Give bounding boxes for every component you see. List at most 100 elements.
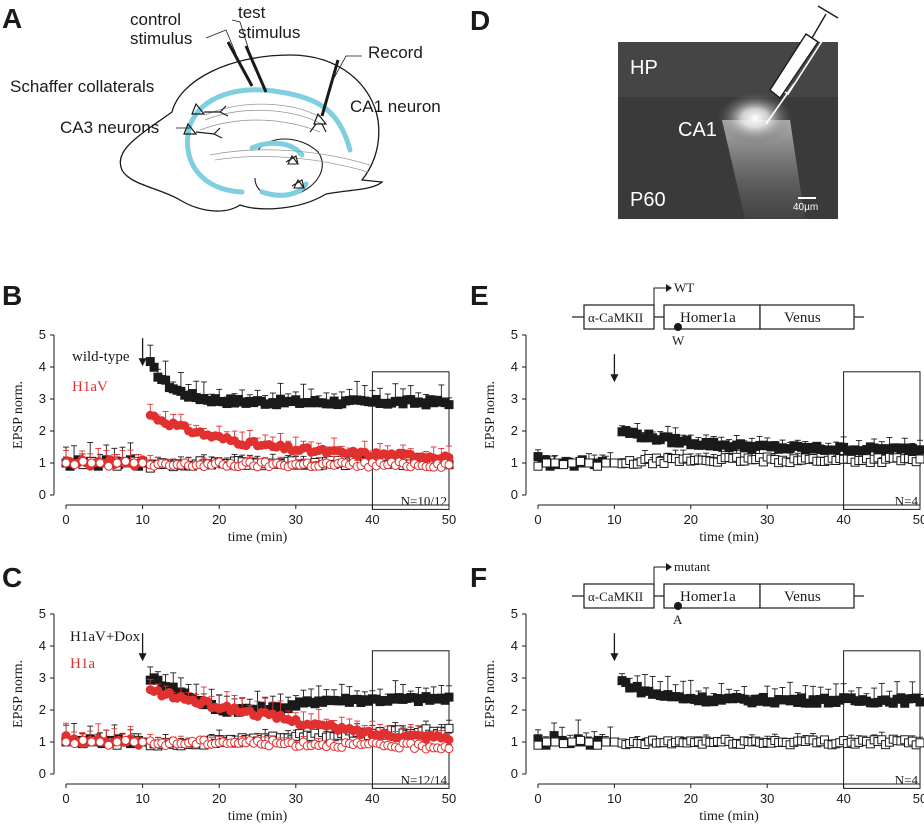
chart-e-point bbox=[592, 461, 602, 471]
chart-c-point bbox=[104, 740, 114, 750]
chart-f-analysis-window bbox=[843, 650, 921, 789]
chart-e-analysis-window bbox=[843, 371, 921, 510]
chart-f-y-tick-label: 4 bbox=[511, 638, 518, 653]
chart-c-point bbox=[78, 735, 88, 745]
construct-f-tag: Venus bbox=[784, 589, 821, 605]
chart-e-x-tick-label: 30 bbox=[760, 512, 774, 527]
chart-c-point bbox=[138, 737, 148, 747]
test-electrode bbox=[244, 45, 268, 93]
chart-b-analysis-window bbox=[371, 371, 450, 510]
micrograph-age-label: P60 bbox=[630, 189, 666, 211]
chart-c-series bbox=[61, 733, 454, 754]
chart-b-x-tick-label: 0 bbox=[62, 512, 69, 527]
chart-e-x-tick-label: 20 bbox=[684, 512, 698, 527]
construct-f-mutation-label: A bbox=[673, 612, 683, 627]
chart-c-point bbox=[444, 744, 454, 754]
panel-label-d: D bbox=[470, 5, 490, 36]
record-electrode bbox=[320, 59, 340, 117]
panel-label-c: C bbox=[2, 562, 22, 593]
construct-f-mutation-dot bbox=[674, 602, 682, 610]
ca-pyramidal-layer bbox=[184, 87, 353, 195]
control-electrode bbox=[226, 41, 254, 87]
construct-e-transcription-arrow bbox=[653, 287, 666, 305]
chart-f-x-tick-label: 20 bbox=[684, 791, 698, 806]
chart-f-point bbox=[550, 737, 560, 747]
chart-b-point bbox=[70, 460, 80, 470]
chart-e-point bbox=[915, 445, 924, 455]
chart-c-point bbox=[444, 723, 454, 733]
chart-f-y-label: EPSP norm. bbox=[483, 660, 498, 728]
chart-c-y-tick-label: 4 bbox=[39, 638, 46, 653]
chart-f-series bbox=[533, 731, 924, 750]
construct-e-site-label: WT bbox=[674, 280, 694, 295]
chart-b-point bbox=[87, 458, 97, 468]
dentate-neuron-1 bbox=[285, 154, 300, 165]
chart-c-x-tick-label: 0 bbox=[62, 791, 69, 806]
chart-e-y-tick-label: 1 bbox=[511, 455, 518, 470]
chart-f-point bbox=[567, 737, 577, 747]
construct-e-mutation-label: W bbox=[672, 333, 685, 348]
chart-c-point bbox=[70, 739, 80, 749]
chart-f-point bbox=[915, 697, 924, 707]
chart-c-y-tick-label: 3 bbox=[39, 670, 46, 685]
chart-e-y-tick-label: 3 bbox=[511, 391, 518, 406]
construct-f-gene: Homer1a bbox=[680, 589, 736, 605]
chart-f-y-tick-label: 1 bbox=[511, 734, 518, 749]
chart-f-point bbox=[601, 737, 611, 747]
record-leader bbox=[333, 55, 362, 79]
chart-b-point bbox=[112, 458, 122, 468]
chart-c-x-tick-label: 30 bbox=[289, 791, 303, 806]
chart-e-y-tick-label: 5 bbox=[511, 327, 518, 342]
chart-b-point bbox=[161, 375, 171, 385]
chart-e-x-tick-label: 0 bbox=[534, 512, 541, 527]
chart-b-x-tick-label: 20 bbox=[212, 512, 226, 527]
chart-e-point bbox=[550, 458, 560, 468]
chart-e-y-tick-label: 2 bbox=[511, 423, 518, 438]
chart-b-y-tick-label: 0 bbox=[39, 487, 46, 502]
chart-f-point bbox=[592, 740, 602, 750]
control-stimulus-label-2: stimulus bbox=[130, 29, 192, 48]
chart-f-x-tick-label: 30 bbox=[760, 791, 774, 806]
chart-c-point bbox=[444, 735, 454, 745]
chart-b-y-tick-label: 1 bbox=[39, 455, 46, 470]
chart-e-y-tick-label: 4 bbox=[511, 359, 518, 374]
ca1-neuron-label: CA1 neuron bbox=[350, 97, 441, 116]
chart-b-point bbox=[121, 456, 131, 466]
micrograph-ca1-label: CA1 bbox=[678, 119, 717, 141]
chart-b-point bbox=[78, 456, 88, 466]
chart-f-x-tick-label: 0 bbox=[534, 791, 541, 806]
chart-c-y-tick-label: 1 bbox=[39, 734, 46, 749]
chart-c-y-tick-label: 2 bbox=[39, 702, 46, 717]
chart-b-y-tick-label: 3 bbox=[39, 391, 46, 406]
test-leader bbox=[231, 19, 253, 61]
dendrite-field bbox=[722, 120, 805, 219]
chart-e-point bbox=[601, 458, 611, 468]
chart-c-point bbox=[121, 735, 131, 745]
chart-b-x-tick-label: 50 bbox=[442, 512, 456, 527]
chart-b-x-label: time (min) bbox=[228, 530, 288, 545]
chart-f-x-tick-label: 50 bbox=[913, 791, 924, 806]
construct-f bbox=[572, 563, 864, 610]
chart-c-x-tick-label: 10 bbox=[135, 791, 149, 806]
chart-c-point bbox=[129, 737, 139, 747]
syringe-barrel-outline bbox=[769, 5, 839, 100]
panel-label-f: F bbox=[470, 562, 487, 593]
chart-e-series bbox=[533, 447, 924, 471]
test-stimulus-label-1: test bbox=[238, 3, 266, 22]
chart-f-stimulus-arrowhead bbox=[610, 653, 619, 662]
chart-f-y-tick-label: 2 bbox=[511, 702, 518, 717]
chart-c-analysis-window bbox=[371, 650, 450, 789]
micrograph bbox=[618, 5, 841, 219]
chart-f-point bbox=[533, 740, 543, 750]
chart-e-point bbox=[609, 458, 619, 468]
chart-f-x-tick-label: 10 bbox=[607, 791, 621, 806]
micrograph-hp-label: HP bbox=[630, 57, 658, 79]
chart-b-legend-entry: wild-type bbox=[72, 349, 130, 365]
chart-b-point bbox=[138, 458, 148, 468]
chart-b-point bbox=[61, 458, 71, 468]
hippocampus-schematic bbox=[119, 19, 384, 212]
ca3-neuron-1 bbox=[191, 102, 229, 117]
chart-b-point bbox=[104, 461, 114, 471]
